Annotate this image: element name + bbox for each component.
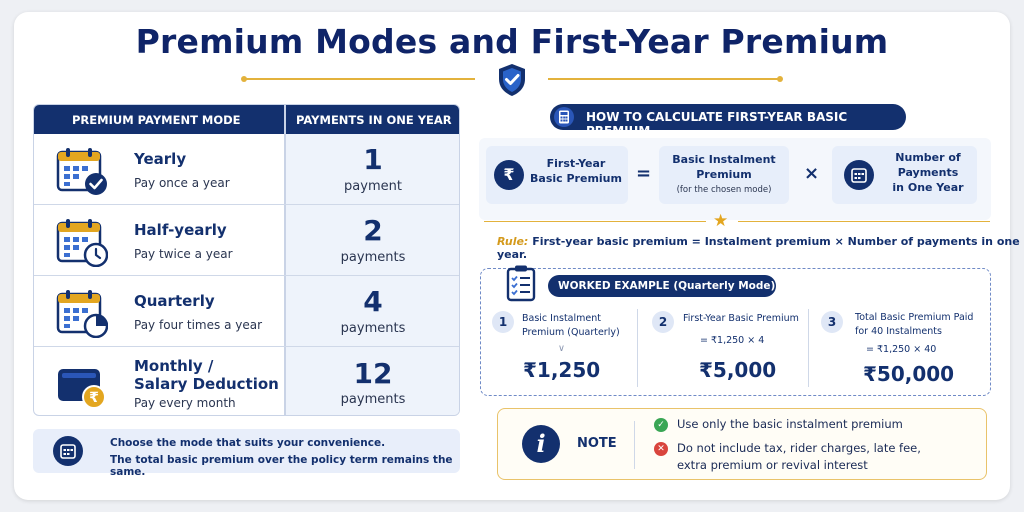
table-row-half-yearly: Half-yearly Pay twice a year 2 payments: [34, 205, 459, 276]
step-value: ₹5,000: [699, 358, 777, 382]
title-divider-right: [548, 76, 783, 82]
note-dont: Do not include tax, rider charges, late …: [677, 441, 921, 472]
rule-text: Rule: First-year basic premium = Instalm…: [497, 235, 1020, 261]
formula-instalment-box: Basic Instalment Premium (for the chosen…: [659, 146, 789, 204]
step-calc: = ₹1,250 × 4: [700, 335, 765, 346]
mode-desc: Pay four times a year: [134, 318, 263, 332]
worked-example-heading: WORKED EXAMPLE (Quarterly Mode): [548, 275, 776, 297]
info-icon: i: [522, 425, 560, 463]
table-header: PREMIUM PAYMENT MODE PAYMENTS IN ONE YEA…: [34, 105, 459, 134]
calculator-icon: [554, 107, 574, 127]
mode-name: Half-yearly: [134, 221, 227, 239]
check-icon: ✓: [654, 418, 668, 432]
step-value: ₹1,250: [523, 358, 601, 382]
formula-payments-box: Number of Payments in One Year: [832, 146, 977, 204]
payment-unit: payment: [344, 179, 402, 194]
step-number: 1: [492, 311, 514, 333]
equals-sign: =: [636, 163, 652, 184]
header-mode: PREMIUM PAYMENT MODE: [72, 113, 241, 127]
payment-unit: payments: [340, 321, 406, 336]
tip-line-1: Choose the mode that suits your convenie…: [110, 437, 386, 449]
calendar-icon: [844, 160, 874, 190]
header-payments: PAYMENTS IN ONE YEAR: [296, 113, 452, 127]
step-value: ₹50,000: [863, 362, 955, 386]
mode-desc: Pay once a year: [134, 176, 230, 190]
clipboard-checklist-icon: [506, 265, 536, 302]
mode-name: Monthly / Salary Deduction: [134, 357, 279, 393]
rupee-icon: ₹: [494, 160, 524, 190]
tip-box: Choose the mode that suits your convenie…: [33, 429, 460, 478]
payment-unit: payments: [340, 392, 406, 407]
mode-name: Yearly: [134, 150, 187, 168]
note-box: i NOTE ✓ Use only the basic instalment p…: [497, 408, 987, 480]
step-label: First-Year Basic Premium: [683, 313, 799, 324]
star-icon: ★: [713, 211, 729, 231]
calendar-icon: [53, 436, 83, 466]
payment-count: 1: [363, 143, 383, 176]
shield-check-icon: [499, 64, 525, 96]
payment-mode-table: PREMIUM PAYMENT MODE PAYMENTS IN ONE YEA…: [33, 104, 460, 416]
tip-line-2: The total basic premium over the policy …: [110, 454, 453, 478]
calendar-check-icon: [56, 148, 107, 195]
title-divider-left: [241, 76, 475, 82]
table-row-monthly: ₹ Monthly / Salary Deduction Pay every m…: [34, 347, 459, 415]
step-label: Basic Instalment Premium (Quarterly): [522, 313, 620, 338]
calc-heading-pill: HOW TO CALCULATE FIRST-YEAR BASIC PREMIU…: [550, 104, 906, 138]
note-do: Use only the basic instalment premium: [677, 417, 903, 431]
mode-desc: Pay every month: [134, 396, 236, 410]
payment-unit: payments: [340, 250, 406, 265]
step-number: 2: [652, 311, 674, 333]
page-title: Premium Modes and First-Year Premium: [135, 22, 889, 61]
svg-text:₹: ₹: [89, 390, 99, 406]
mode-desc: Pay twice a year: [134, 247, 233, 261]
table-row-yearly: Yearly Pay once a year 1 payment: [34, 134, 459, 205]
wallet-rupee-icon: ₹: [58, 369, 106, 409]
formula-first-year-box: ₹ First-Year Basic Premium: [486, 146, 628, 204]
payment-count: 12: [353, 357, 393, 390]
step-calc: ∨: [558, 343, 565, 354]
calendar-quarter-icon: [56, 290, 108, 338]
payment-count: 4: [363, 285, 383, 318]
step-calc: = ₹1,250 × 40: [866, 344, 937, 355]
step-label: Total Basic Premium Paid for 40 Instalme…: [855, 312, 974, 337]
cross-icon: ✕: [654, 442, 668, 456]
note-label: NOTE: [577, 436, 617, 451]
worked-example-panel: [480, 268, 991, 396]
mode-name: Quarterly: [134, 292, 215, 310]
calc-heading: HOW TO CALCULATE FIRST-YEAR BASIC PREMIU…: [586, 110, 848, 138]
times-sign: ×: [804, 163, 820, 184]
table-row-quarterly: Quarterly Pay four times a year 4 paymen…: [34, 276, 459, 347]
step-number: 3: [821, 311, 843, 333]
calendar-clock-icon: [56, 219, 108, 267]
payment-count: 2: [363, 214, 383, 247]
